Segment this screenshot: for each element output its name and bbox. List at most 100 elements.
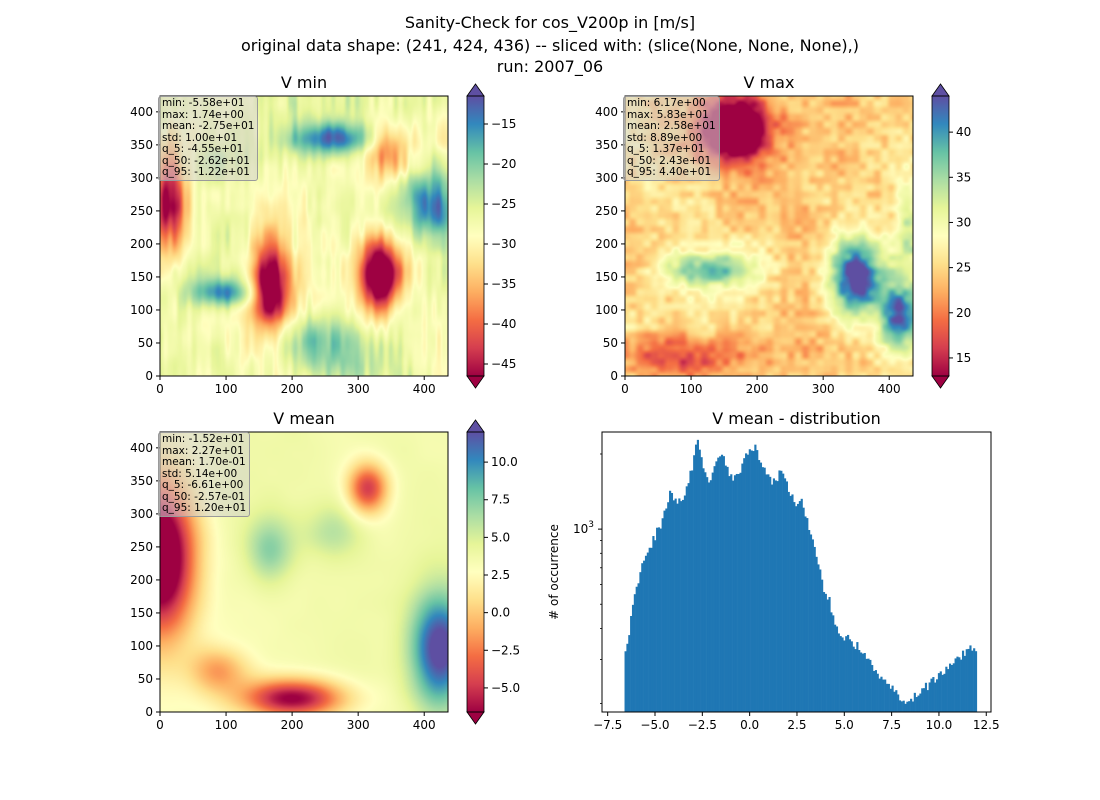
histogram-bar [633,594,636,712]
histogram-bar [730,474,733,712]
histogram-bar [717,457,720,712]
x-tick-label-vmean-0: 0 [156,718,164,732]
histogram-bar [733,475,737,712]
x-tick-label-vmin-0: 0 [156,382,164,396]
histogram-bar [767,474,770,712]
histogram-bar [934,682,937,712]
histogram-bar [644,555,648,712]
histogram-bar [884,679,887,712]
y-tick-label-vmin-2: 100 [130,303,153,317]
colorbar-tick-label-vmin-2: −35 [491,277,516,291]
histogram-bar [895,690,898,712]
histogram-bar [871,665,874,712]
y-tick-label-vmin-1: 50 [138,336,153,350]
histogram-bar [952,663,955,712]
stats-line-vmin: min: -5.58e+01 [162,97,245,109]
x-tick-label-distribution-0: −7.5 [593,718,622,732]
y-tick-label-vmin-6: 300 [130,171,153,185]
histogram-bar [956,656,959,712]
y-tick-label-vmin-8: 400 [130,105,153,119]
histogram-bar [769,476,772,712]
histogram-bar [776,481,779,712]
x-tick-label-vmean-4: 400 [413,718,436,732]
histogram-bar [819,569,822,712]
histogram-bar [682,499,685,712]
histogram-bar [648,547,651,712]
histogram-bar [911,701,915,712]
x-tick-label-vmax-2: 200 [746,382,769,396]
histogram-bar [659,528,662,712]
histogram-bar [847,634,850,712]
colorbar-tick-label-vmean-2: 0.0 [491,606,510,620]
histogram-bar [691,470,694,712]
histogram-bar [652,536,655,712]
histogram-bar [720,454,724,712]
histogram-bar [754,444,757,712]
colorbar-extend-top-vmax [931,83,950,97]
histogram-bar [863,652,866,712]
figure-title-line-2: original data shape: (241, 424, 436) -- … [241,36,859,55]
y-tick-label-vmean-4: 200 [130,573,153,587]
colorbar-extend-bottom-vmean [466,711,485,725]
histogram-bar [887,683,890,712]
stats-line-vmax: q_95: 4.40e+01 [627,166,712,178]
histogram-bar [739,472,742,712]
histogram-bar [693,455,696,712]
histogram-bar [700,457,703,712]
histogram-bar [669,490,672,712]
colorbar-tick-label-vmin-0: −45 [491,357,516,371]
histogram-bar [694,444,698,712]
histogram-bar [937,673,941,712]
y-tick-label-vmean-8: 400 [130,441,153,455]
histogram-bar [676,503,679,712]
colorbar-vmin [467,96,484,376]
histogram-bar [919,693,922,712]
histogram-bar [802,507,805,712]
histogram-bar [932,677,935,712]
stats-line-vmax: q_5: 1.37e+01 [627,143,705,155]
figure-title-line-3: run: 2007_06 [496,57,604,76]
histogram-bar [813,546,816,712]
stats-line-vmean: mean: 1.70e-01 [162,456,246,468]
histogram-bar [685,486,688,712]
histogram-bar [939,671,942,712]
histogram-bar [948,663,952,712]
histogram-bar [973,648,976,712]
colorbar-tick-label-vmax-0: 15 [956,351,971,365]
stats-line-vmean: q_95: 1.20e+01 [162,502,247,514]
x-tick-label-vmax-0: 0 [621,382,629,396]
histogram-bar [643,560,646,712]
histogram-bar [963,655,966,712]
histogram-bar [763,467,766,712]
histogram-bar [811,539,814,712]
histogram-bar [745,453,748,712]
histogram-bar [654,540,657,712]
y-tick-label-vmin-7: 350 [130,138,153,152]
y-tick-label-vmean-2: 100 [130,639,153,653]
histogram-bar [631,604,635,712]
histogram-bar [748,449,751,712]
histogram-bar [626,643,629,712]
histogram-bar [689,470,692,712]
histogram-bar [869,659,872,712]
histogram-bar [783,478,787,712]
y-tick-label-vmax-3: 150 [595,270,618,284]
stats-box-vmean: min: -1.52e+01 max: 2.27e+01 mean: 1.70e-0… [158,432,251,517]
colorbar-extend-top-vmean [466,419,485,433]
x-tick-label-vmin-1: 100 [215,382,238,396]
histogram-bar [635,586,638,712]
histogram-bar [815,556,818,712]
histogram-bar [726,466,729,712]
histogram-bar [859,652,863,712]
stats-box-vmin: min: -5.58e+01 max: 1.74e+00 mean: -2.75e+… [158,96,259,181]
colorbar-vmax [932,96,949,376]
histogram-bar [967,648,970,712]
stats-box-vmax: min: 6.17e+00 max: 5.83e+01 mean: 2.58e+01… [623,96,720,181]
histogram-bar [974,651,978,712]
y-tick-label-vmin-3: 150 [130,270,153,284]
histogram-bar [835,626,839,712]
histogram-bar [830,612,833,712]
histogram-bar [867,658,870,712]
histogram-bar [713,466,716,712]
colorbar-tick-label-vmean-3: 2.5 [491,568,510,582]
